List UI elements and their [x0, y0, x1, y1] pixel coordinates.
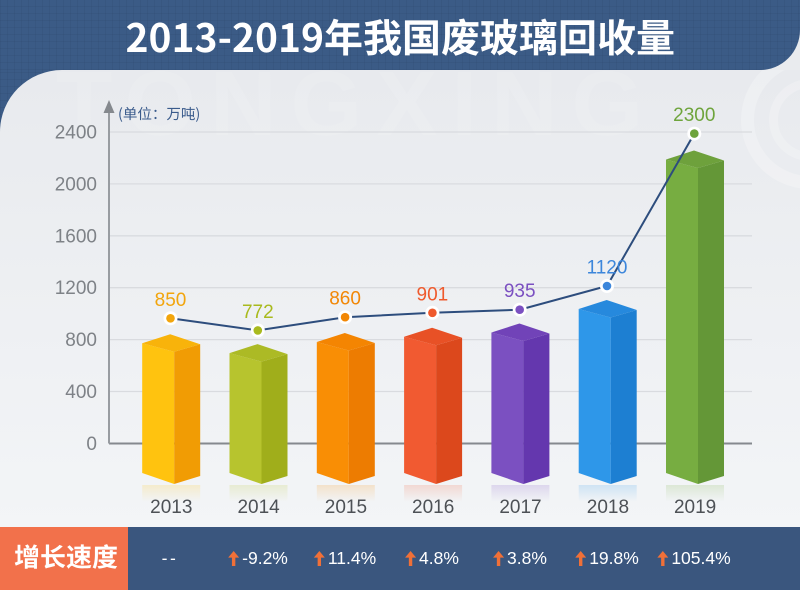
svg-text:2019: 2019: [674, 497, 716, 518]
svg-text:1200: 1200: [55, 278, 97, 299]
svg-text:0: 0: [86, 434, 97, 455]
svg-text:800: 800: [65, 330, 97, 351]
svg-text:1600: 1600: [55, 226, 97, 247]
svg-text:400: 400: [65, 382, 97, 403]
svg-text:2300: 2300: [673, 105, 715, 126]
svg-text:2400: 2400: [55, 123, 97, 144]
svg-text:2000: 2000: [55, 174, 97, 195]
svg-text:2014: 2014: [237, 497, 280, 518]
svg-text:850: 850: [155, 290, 187, 311]
svg-text:2017: 2017: [499, 497, 541, 518]
svg-text:2015: 2015: [325, 497, 367, 518]
svg-text:860: 860: [329, 289, 361, 310]
svg-text:2016: 2016: [412, 497, 454, 518]
svg-text:901: 901: [417, 284, 449, 305]
svg-text:772: 772: [242, 302, 274, 323]
svg-text:2018: 2018: [587, 497, 629, 518]
svg-text:2013: 2013: [150, 497, 192, 518]
svg-text:935: 935: [504, 281, 536, 302]
svg-text:1120: 1120: [587, 258, 628, 279]
